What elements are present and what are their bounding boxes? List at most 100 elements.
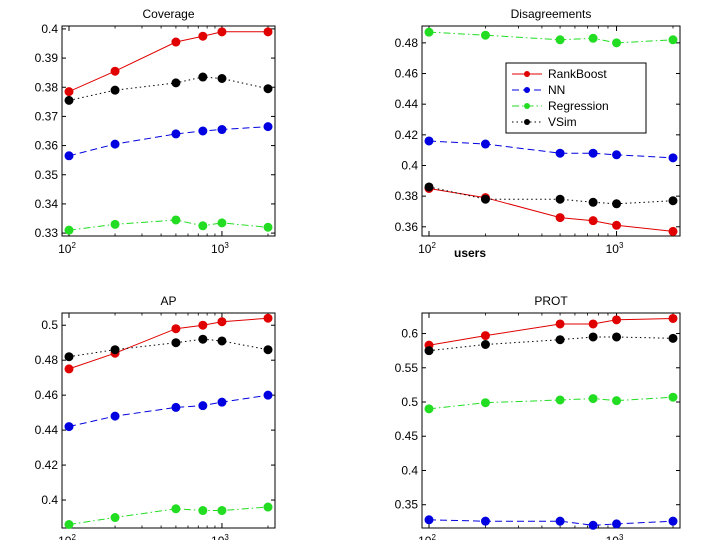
data-point-rankboost (612, 220, 622, 230)
data-point-vsim (668, 333, 678, 343)
y-tick-label: 0.4 (401, 463, 418, 477)
series-line-nn (68, 394, 269, 428)
series-line-regression (68, 506, 269, 525)
y-tick-label: 0.39 (35, 51, 59, 65)
data-point-regression (668, 392, 678, 402)
x-axis-label: users (454, 246, 486, 260)
data-point-vsim (217, 74, 227, 83)
data-point-nn (612, 150, 622, 160)
subplot-title: AP (160, 294, 176, 308)
data-point-regression (198, 221, 208, 231)
data-point-vsim (612, 199, 622, 209)
data-point-regression (110, 513, 120, 523)
x-tick-label: 102 (418, 241, 436, 256)
y-tick-label: 0.33 (35, 226, 59, 240)
series-line-vsim (68, 338, 269, 358)
data-point-regression (64, 225, 74, 235)
data-point-vsim (263, 345, 273, 355)
data-point-rankboost (110, 66, 120, 76)
axes-frame (421, 25, 681, 237)
subplot-2: AP 0.4 0.42 0.44 0.46 0.48 0.5 102 103 (35, 294, 276, 540)
legend-label: VSim (548, 115, 577, 129)
data-point-regression (555, 35, 565, 45)
subplot-title: Disagreements (511, 7, 592, 21)
y-tick-label: 0.45 (395, 429, 419, 443)
data-point-nn (110, 411, 120, 421)
data-point-regression (555, 395, 565, 405)
data-point-nn (171, 402, 181, 412)
data-point-vsim (64, 95, 74, 105)
data-point-regression (668, 35, 678, 45)
y-tick-label: 0.55 (395, 361, 419, 375)
data-point-vsim (198, 334, 208, 344)
data-point-regression (424, 27, 434, 37)
y-tick-label: 0.4 (401, 158, 418, 172)
data-point-regression (263, 222, 273, 232)
data-point-vsim (480, 339, 490, 349)
data-point-nn (424, 515, 434, 525)
y-tick-label: 0.38 (35, 80, 59, 94)
x-tick-label: 103 (211, 533, 229, 540)
data-point-rankboost (64, 364, 74, 374)
y-tick-label: 0.38 (395, 189, 419, 203)
series-line-regression (68, 219, 269, 231)
data-point-vsim (171, 78, 181, 88)
data-point-nn (668, 153, 678, 163)
y-tick-label: 0.34 (35, 197, 59, 211)
x-tick-label: 102 (58, 533, 76, 540)
data-point-nn (263, 390, 273, 400)
y-tick-label: 0.46 (395, 67, 419, 81)
data-point-regression (64, 520, 74, 530)
series-line-rankboost (68, 317, 269, 370)
data-point-vsim (588, 332, 598, 342)
legend-swatch-marker (524, 87, 530, 93)
data-point-rankboost (588, 319, 598, 329)
data-point-vsim (171, 338, 181, 348)
data-point-vsim (110, 345, 120, 355)
y-tick-label: 0.36 (35, 139, 59, 153)
data-point-regression (588, 33, 598, 43)
subplot-0: Coverage 0.33 0.34 0.35 0.36 0.37 0.38 0.39 0.4 1… (35, 7, 276, 256)
legend-swatch-marker (524, 103, 530, 109)
axes-frame (61, 25, 276, 237)
y-tick-label: 0.36 (395, 220, 419, 234)
y-tick-label: 0.42 (395, 128, 419, 142)
x-tick-label: 102 (418, 533, 436, 540)
data-point-rankboost (263, 27, 273, 37)
subplot-3: PROT 0.35 0.4 0.45 0.5 0.55 0.6 102 103 (395, 294, 681, 540)
data-point-regression (217, 218, 227, 228)
data-point-vsim (612, 332, 622, 342)
y-tick-label: 0.46 (35, 388, 59, 402)
axes-frame (61, 312, 276, 529)
subplot-title: PROT (534, 294, 568, 308)
y-tick-label: 0.35 (395, 498, 419, 512)
y-tick-label: 0.5 (401, 395, 418, 409)
legend-swatch-marker (524, 119, 530, 125)
data-point-nn (668, 516, 678, 526)
data-point-vsim (555, 335, 565, 345)
data-point-vsim (588, 197, 598, 207)
legend-swatch-marker (524, 71, 530, 77)
x-tick-label: 102 (58, 241, 76, 256)
data-point-nn (424, 136, 434, 146)
data-point-regression (110, 219, 120, 229)
data-point-vsim (263, 84, 273, 94)
data-point-vsim (424, 346, 434, 356)
y-tick-label: 0.42 (35, 458, 59, 472)
data-point-regression (480, 398, 490, 408)
data-point-regression (171, 215, 181, 225)
data-point-rankboost (217, 317, 227, 327)
data-point-nn (110, 139, 120, 149)
data-point-rankboost (64, 87, 74, 97)
y-tick-label: 0.6 (401, 327, 418, 341)
data-point-rankboost (668, 226, 678, 236)
y-tick-label: 0.44 (35, 423, 59, 437)
series-line-rankboost (428, 188, 674, 232)
data-point-nn (480, 516, 490, 526)
data-point-nn (217, 125, 227, 135)
x-tick-label: 103 (606, 533, 624, 540)
data-point-nn (64, 151, 74, 161)
subplot-1: Disagreements 0.36 0.38 0.4 0.42 0.44 0.46 0.48… (395, 7, 681, 260)
data-point-regression (612, 38, 622, 48)
